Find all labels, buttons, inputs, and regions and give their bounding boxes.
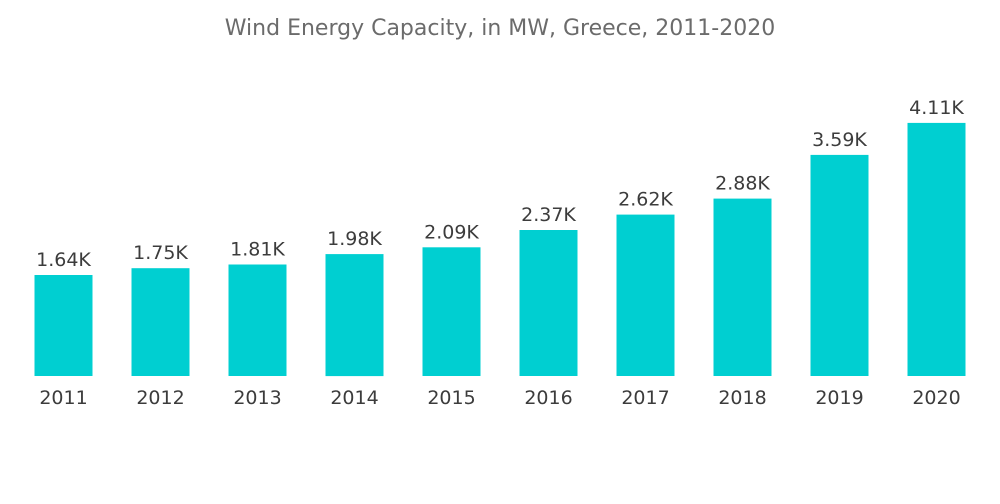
bar-2011 (34, 275, 93, 376)
bar-2016 (519, 230, 578, 376)
tick-labels-group: 2011 2012 2013 2014 2015 2016 2017 2018 2019 2020 (39, 387, 960, 409)
x-tick-label-2017: 2017 (621, 387, 669, 409)
bar-2014 (325, 254, 384, 377)
value-label-2015: 2.09K (424, 221, 479, 243)
bar-2019 (810, 154, 869, 376)
value-label-2011: 1.64K (36, 249, 91, 271)
bar-2012 (131, 268, 190, 376)
x-tick-label-2013: 2013 (233, 387, 281, 409)
value-label-2013: 1.81K (230, 239, 285, 261)
x-tick-label-2015: 2015 (427, 387, 475, 409)
x-tick-label-2014: 2014 (330, 387, 378, 409)
x-tick-label-2019: 2019 (815, 387, 863, 409)
value-labels-group: 1.64K 1.75K 1.81K 1.98K 2.09K 2.37K 2.62K 2.88K… (36, 97, 964, 271)
value-label-2016: 2.37K (521, 204, 576, 226)
chart-title: Wind Energy Capacity, in MW, Greece, 201… (224, 16, 776, 41)
value-label-2019: 3.59K (812, 129, 867, 151)
x-tick-label-2018: 2018 (718, 387, 766, 409)
x-tick-label-2011: 2011 (39, 387, 87, 409)
x-tick-label-2016: 2016 (524, 387, 572, 409)
value-label-2014: 1.98K (327, 228, 382, 250)
bar-2020 (907, 122, 966, 377)
value-label-2018: 2.88K (715, 173, 770, 195)
bars-group (34, 122, 966, 377)
x-tick-label-2012: 2012 (136, 387, 184, 409)
x-tick-label-2020: 2020 (912, 387, 960, 409)
bar-2017 (616, 214, 675, 376)
bar-2013 (228, 264, 287, 376)
value-label-2017: 2.62K (618, 189, 673, 211)
bar-2018 (713, 198, 772, 376)
value-label-2020: 4.11K (909, 97, 964, 119)
bar-2015 (422, 247, 481, 376)
value-label-2012: 1.75K (133, 242, 188, 264)
